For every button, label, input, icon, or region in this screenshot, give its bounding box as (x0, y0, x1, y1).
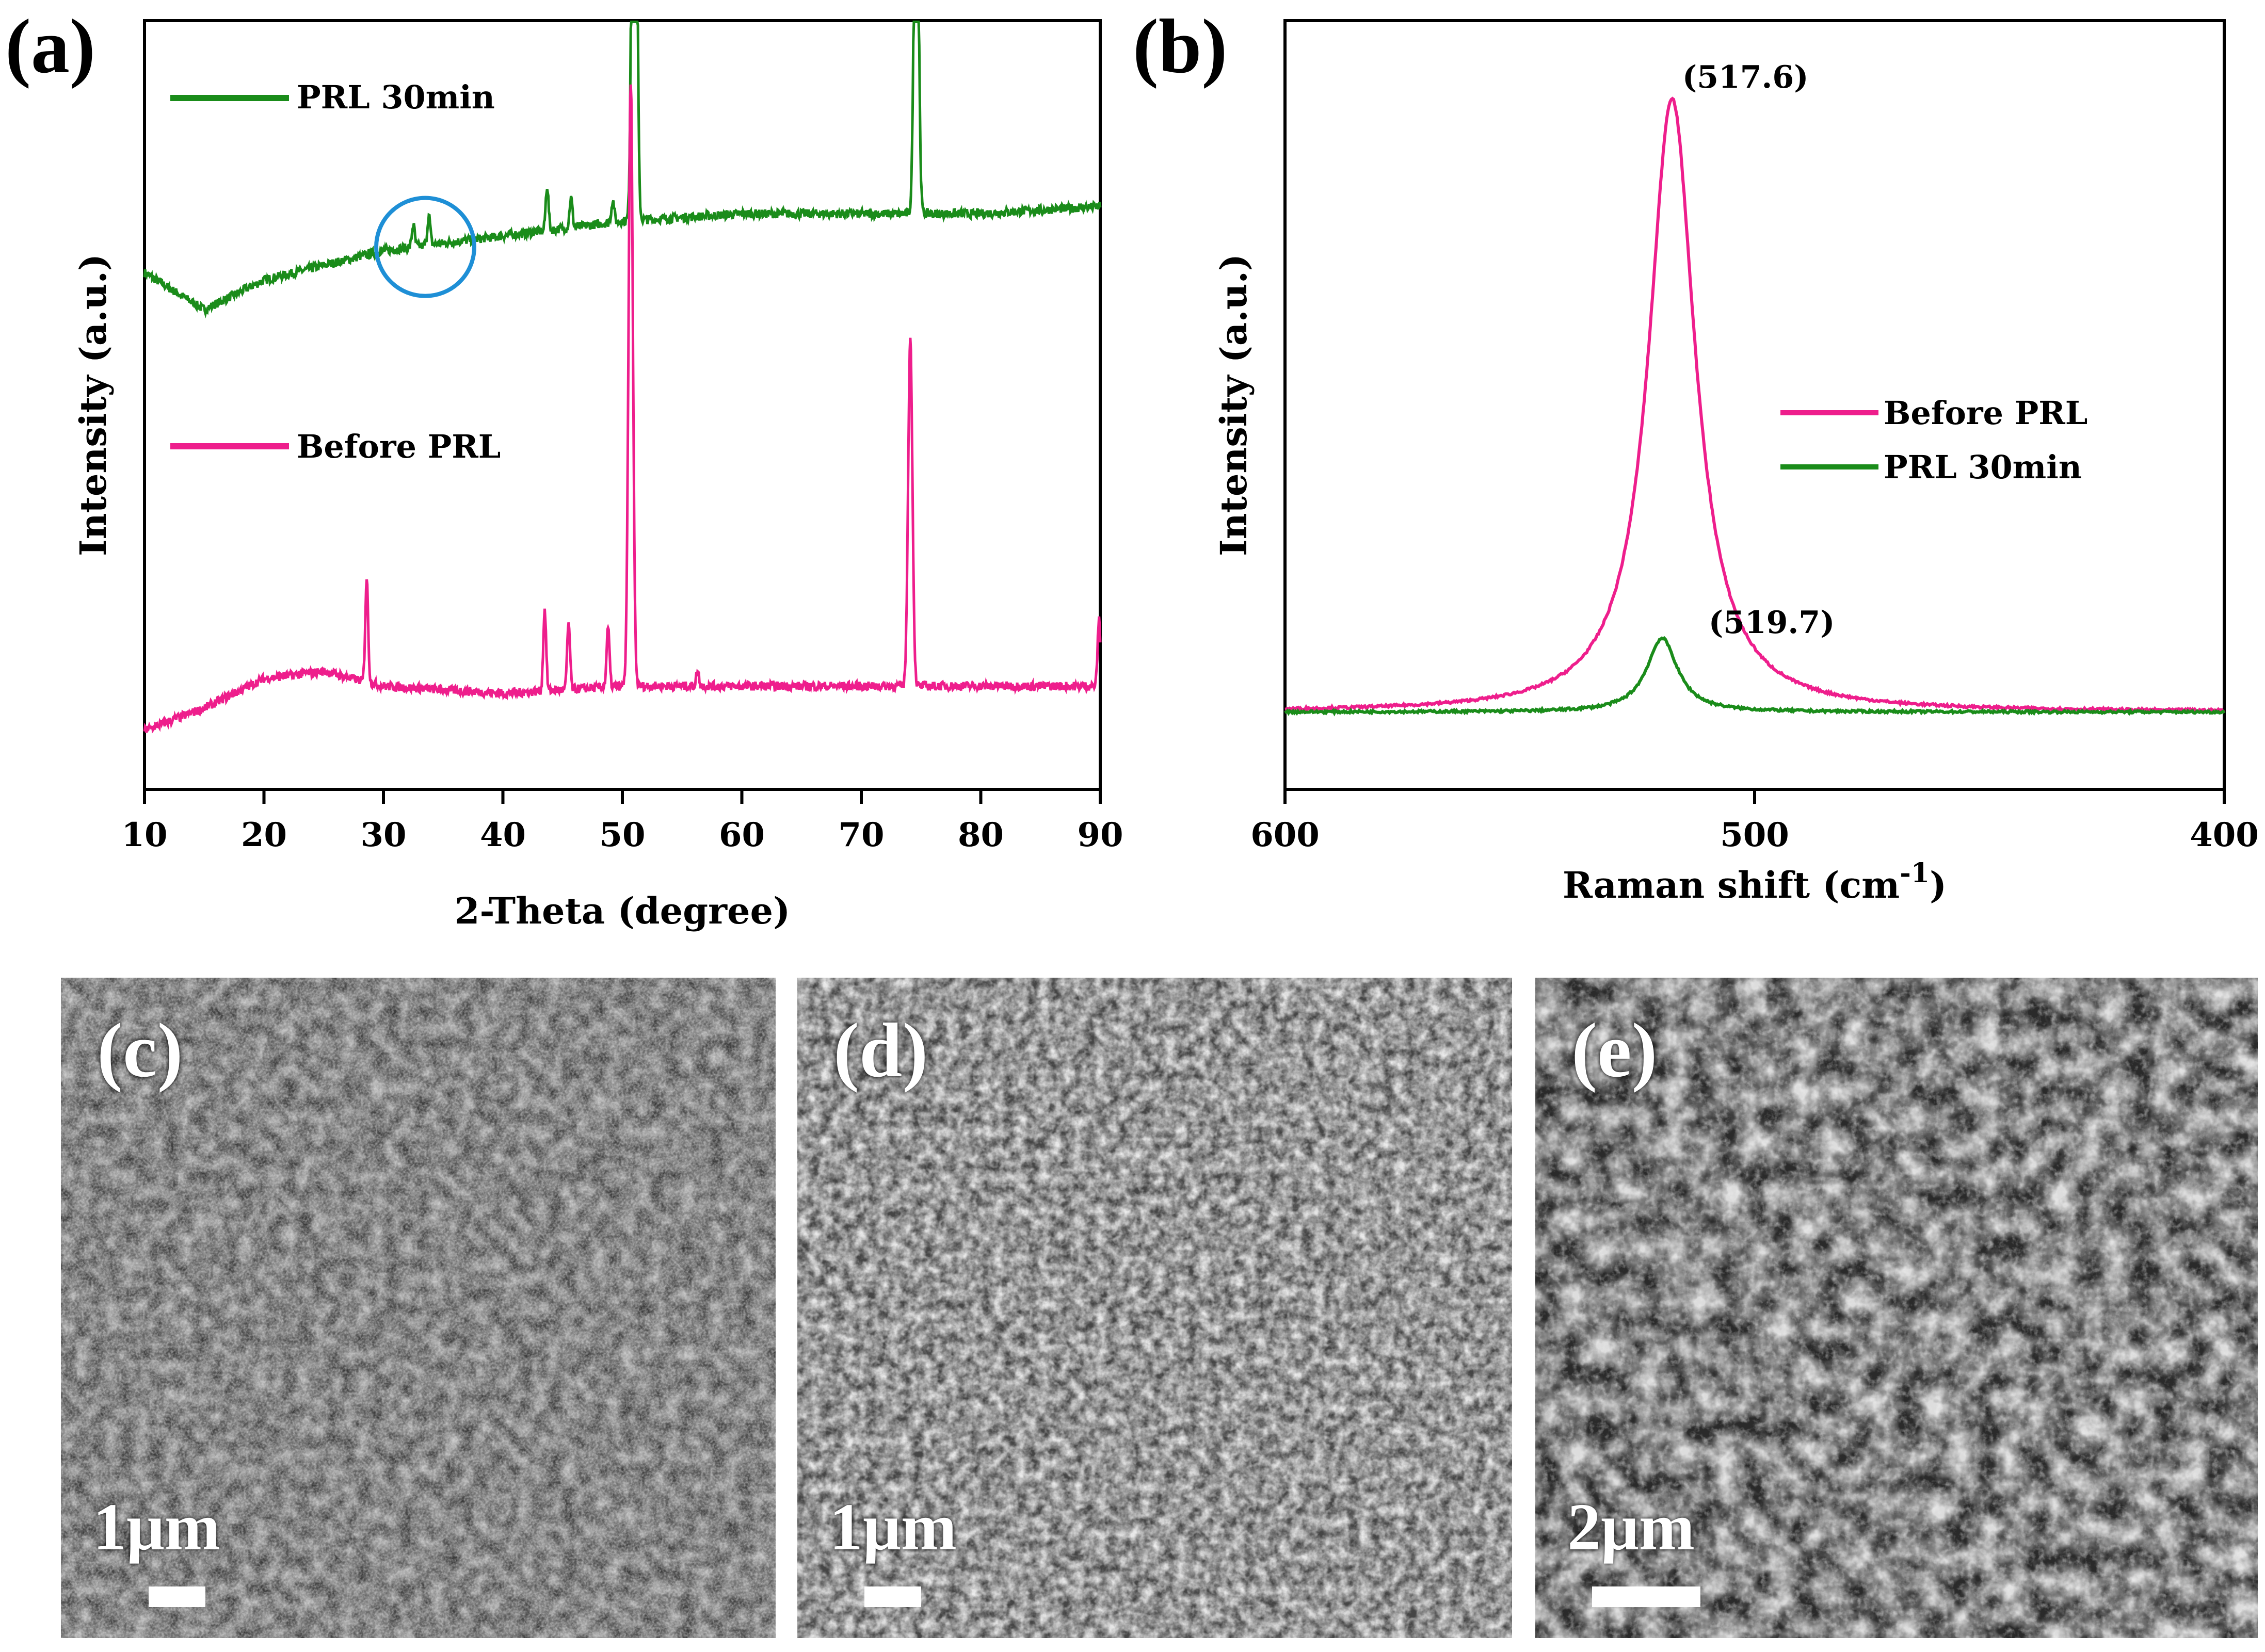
legend-label-prl-30min: PRL 30min (297, 78, 495, 116)
x-tick-label-b: 500 (1720, 816, 1789, 854)
series-line-prl-30min-raman (1284, 636, 2226, 717)
sem-texture-d (797, 978, 1512, 1638)
x-tick-label-a: 60 (719, 816, 765, 854)
x-tick-label-a: 80 (958, 816, 1004, 854)
panel-label-d: (d) (833, 1008, 928, 1093)
sem-texture-c (61, 978, 776, 1638)
x-tick-label-a: 50 (599, 816, 645, 854)
series-line-prl-30min-xrd (143, 20, 1102, 319)
x-tick-label-a: 30 (360, 816, 406, 854)
panel-label-e: (e) (1571, 1008, 1658, 1093)
x-tick-label-b: 600 (1250, 816, 1320, 854)
series-line-before-prl-xrd (143, 84, 1102, 734)
panel-a: (a) 10 20 30 40 50 60 70 80 90 PRL 30min Before … (5, 4, 1123, 932)
x-axis-label-b-end: ) (1930, 864, 1947, 906)
peak-label-517: (517.6) (1682, 59, 1809, 95)
x-tick-label-b: 400 (2190, 816, 2259, 854)
x-tick-label-a: 90 (1077, 816, 1123, 854)
highlight-circle (374, 196, 477, 298)
peak-label-519: (519.7) (1709, 605, 1835, 641)
sem-image-d: (d) 1μm (797, 978, 1512, 1638)
x-axis-label-b: Raman shift (cm-1) (1563, 857, 1947, 906)
sem-texture-e (1535, 978, 2258, 1638)
panel-label-a: (a) (5, 4, 95, 89)
sem-image-e: (e) 2μm (1535, 978, 2258, 1638)
series-line-before-prl-raman (1284, 96, 2226, 714)
legend-label-prl-30min-raman: PRL 30min (1884, 448, 2082, 486)
x-axis-label-b-sup: -1 (1900, 857, 1930, 889)
scale-text-c: 1μm (93, 1490, 220, 1564)
y-axis-label-a: Intensity (a.u.) (72, 254, 115, 556)
x-tick-label-a: 20 (241, 816, 287, 854)
x-axis-label-b-main: Raman shift (cm (1563, 864, 1900, 906)
scale-bar-c (149, 1586, 205, 1607)
legend-label-before-prl: Before PRL (297, 428, 501, 465)
scale-text-e: 2μm (1567, 1490, 1695, 1564)
sem-image-c: (c) 1μm (61, 978, 776, 1638)
panel-label-c: (c) (97, 1008, 183, 1093)
x-tick-label-a: 40 (480, 816, 526, 854)
scale-bar-d (864, 1586, 921, 1607)
x-axis-label-a: 2-Theta (degree) (455, 889, 790, 932)
panel-label-b: (b) (1133, 4, 1227, 89)
scale-bar-e (1592, 1586, 1700, 1607)
y-axis-label-b: Intensity (a.u.) (1212, 254, 1255, 556)
x-ticks-a: 10 20 30 40 50 60 70 80 90 (121, 789, 1123, 854)
x-tick-label-a: 10 (121, 816, 167, 854)
x-tick-label-a: 70 (838, 816, 884, 854)
panel-b: (b) 600 500 400 (517.6) (519.7) Before PRL… (1133, 4, 2259, 906)
legend-label-before-prl-raman: Before PRL (1884, 394, 2087, 432)
scale-text-d: 1μm (829, 1490, 957, 1564)
x-ticks-b: 600 500 400 (1250, 789, 2259, 854)
